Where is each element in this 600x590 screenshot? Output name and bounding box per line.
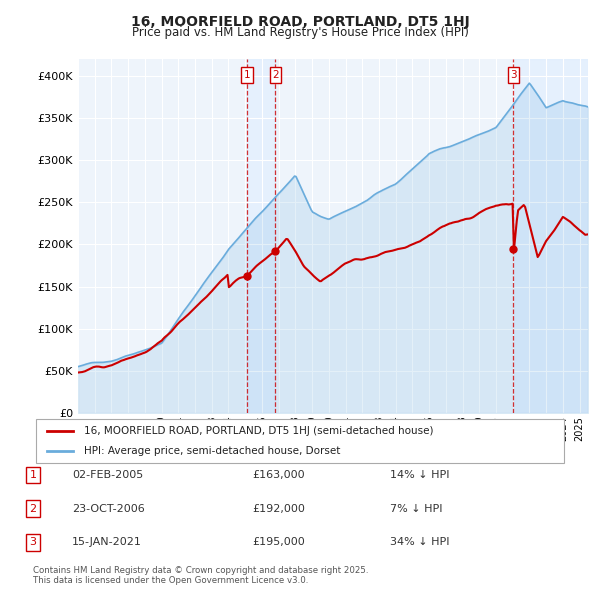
Bar bbox=[514, 59, 588, 413]
Text: 02-FEB-2005: 02-FEB-2005 bbox=[72, 470, 143, 480]
Text: £192,000: £192,000 bbox=[252, 504, 305, 513]
Bar bbox=[247, 59, 275, 413]
Text: 16, MOORFIELD ROAD, PORTLAND, DT5 1HJ (semi-detached house): 16, MOORFIELD ROAD, PORTLAND, DT5 1HJ (s… bbox=[83, 427, 433, 436]
Text: 2: 2 bbox=[29, 504, 37, 513]
Text: 23-OCT-2006: 23-OCT-2006 bbox=[72, 504, 145, 513]
Text: HPI: Average price, semi-detached house, Dorset: HPI: Average price, semi-detached house,… bbox=[83, 446, 340, 455]
Text: 34% ↓ HPI: 34% ↓ HPI bbox=[390, 537, 449, 547]
Text: Price paid vs. HM Land Registry's House Price Index (HPI): Price paid vs. HM Land Registry's House … bbox=[131, 26, 469, 39]
Text: 1: 1 bbox=[29, 470, 37, 480]
Text: 3: 3 bbox=[510, 70, 517, 80]
Text: £163,000: £163,000 bbox=[252, 470, 305, 480]
Text: 7% ↓ HPI: 7% ↓ HPI bbox=[390, 504, 443, 513]
Text: 14% ↓ HPI: 14% ↓ HPI bbox=[390, 470, 449, 480]
Text: 16, MOORFIELD ROAD, PORTLAND, DT5 1HJ: 16, MOORFIELD ROAD, PORTLAND, DT5 1HJ bbox=[131, 15, 469, 29]
Text: 15-JAN-2021: 15-JAN-2021 bbox=[72, 537, 142, 547]
Text: 3: 3 bbox=[29, 537, 37, 547]
Text: 2: 2 bbox=[272, 70, 279, 80]
FancyBboxPatch shape bbox=[36, 419, 564, 463]
Text: 1: 1 bbox=[244, 70, 250, 80]
Text: £195,000: £195,000 bbox=[252, 537, 305, 547]
Text: Contains HM Land Registry data © Crown copyright and database right 2025.
This d: Contains HM Land Registry data © Crown c… bbox=[33, 566, 368, 585]
